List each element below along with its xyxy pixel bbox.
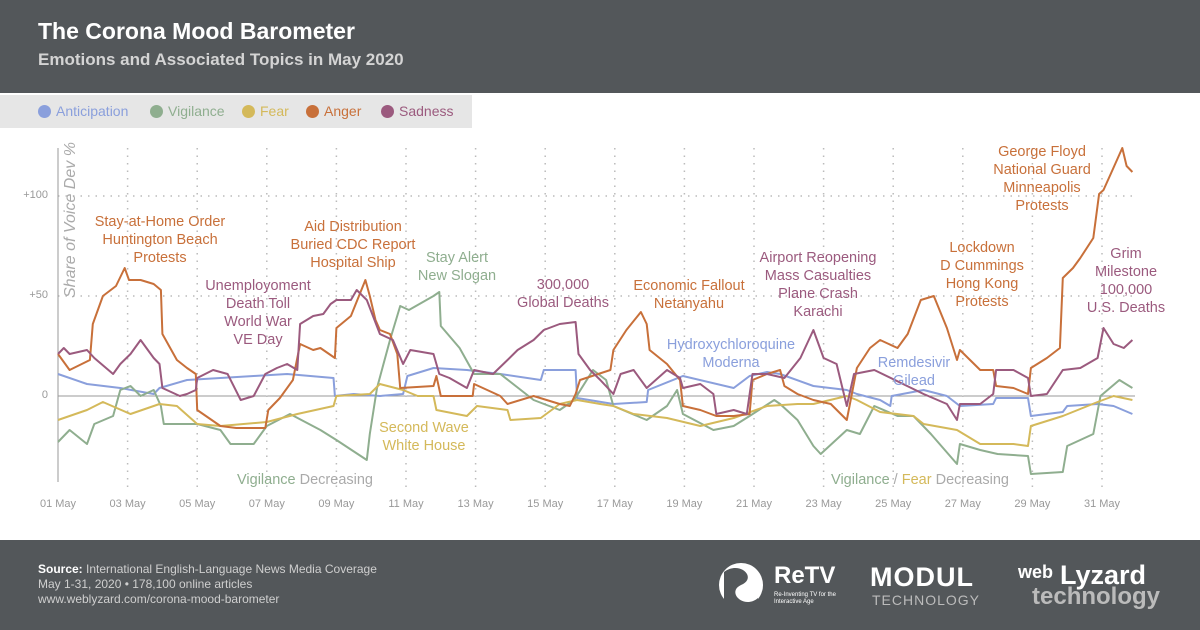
legend-label: Vigilance xyxy=(168,103,225,119)
annotation-floyd: George Floyd National Guard Minneapolis Pro… xyxy=(993,144,1091,214)
modul-logo-text: MODUL xyxy=(870,562,974,592)
annotation-vigilance-decreasing: Vigilance Decreasing xyxy=(237,472,373,488)
x-tick-label: 21 May xyxy=(735,498,773,510)
y-tick-label: +50 xyxy=(29,289,48,301)
annotation-airport: Airport Reopening Mass Casualties Plane Cr… xyxy=(759,250,877,320)
x-tick-label: 29 May xyxy=(1014,498,1051,510)
annotation-second-wave: Second Wave White House xyxy=(379,420,469,454)
annotation-hydroxy: Hydroxychloroquine Moderna xyxy=(666,337,796,371)
annotation-grim: Grim Milestone 100,000 U.S. Deaths xyxy=(1086,246,1166,316)
annotation-lockdown: Lockdown D Cummings Hong Kong Protests xyxy=(940,240,1024,310)
retv-swirl-icon xyxy=(719,563,763,608)
x-tick-label: 19 May xyxy=(666,498,703,510)
x-tick-label: 05 May xyxy=(179,498,216,510)
annotation-economic: Economic Fallout Netanyahu xyxy=(633,278,745,312)
x-tick-label: 31 May xyxy=(1083,498,1121,510)
anticipation-dot-icon xyxy=(38,104,51,118)
legend-item-anger: Anger xyxy=(306,103,361,119)
url-link[interactable]: www.weblyzard.com/corona-mood-barometer xyxy=(38,592,280,606)
legend-label: Sadness xyxy=(399,103,454,119)
legend-label: Fear xyxy=(260,103,289,119)
x-tick-label: 25 May xyxy=(875,498,912,510)
weblyzard-logo-text: Lyzard xyxy=(1060,560,1147,590)
weblyzard-logo-web: web xyxy=(1018,562,1054,582)
x-tick-label: 13 May xyxy=(457,498,494,510)
annotation-aid: Aid Distribution Buried CDC Report Hospita… xyxy=(290,219,416,271)
retv-logo-text: ReTV xyxy=(774,562,836,589)
fear-dot-icon xyxy=(242,104,255,118)
legend-label: Anger xyxy=(324,103,362,119)
legend-label: Anticipation xyxy=(56,103,129,119)
retv-tagline: Re-Inventing TV for the Interactive Age xyxy=(774,592,836,605)
legend-item-vigilance: Vigilance xyxy=(150,103,225,119)
legend-item-sadness: Sadness xyxy=(381,103,453,119)
page-title: The Corona Mood Barometer xyxy=(38,18,355,44)
series-line-sadness xyxy=(57,289,1134,421)
date-range-line: May 1-31, 2020 • 178,100 online articles xyxy=(38,577,253,591)
x-tick-label: 03 May xyxy=(109,498,146,510)
series-line-anger xyxy=(57,147,1134,429)
y-tick-label: 0 xyxy=(41,389,48,401)
header: The Corona Mood Barometer Emotions and A… xyxy=(0,0,1200,93)
annotation-remdesivir: Remdesivir Gilead xyxy=(877,355,951,389)
x-tick-label: 09 May xyxy=(318,498,355,510)
annotation-stay-alert: Stay Alert New Slogan xyxy=(417,250,497,284)
y-axis-title: Share of Voice Dev % xyxy=(62,142,79,298)
series-line-anticipation xyxy=(57,367,1133,417)
source-line: Source: International English-Language N… xyxy=(38,562,377,576)
x-tick-label: 17 May xyxy=(596,498,633,510)
anger-dot-icon xyxy=(306,104,319,118)
footer: Source: International English-Language N… xyxy=(0,540,1200,630)
legend: Anticipation Vigilance Fear Anger Sadnes… xyxy=(0,95,472,128)
page-subtitle: Emotions and Associated Topics in May 20… xyxy=(38,50,404,69)
legend-item-fear: Fear xyxy=(242,103,289,119)
x-tick-label: 23 May xyxy=(805,498,842,510)
x-tick-label: 07 May xyxy=(248,498,285,510)
annotation-global-deaths: 300,000 Global Deaths xyxy=(517,277,609,311)
annotation-stay-home: Stay-at-Home Order Huntington Beach Protes… xyxy=(94,214,226,266)
x-tick-label: 01 May xyxy=(39,498,77,510)
y-tick-label: +100 xyxy=(23,189,48,201)
x-tick-label: 15 May xyxy=(527,498,564,510)
x-tick-label: 27 May xyxy=(944,498,981,510)
weblyzard-logo-sub: technology xyxy=(1032,583,1161,610)
retv-logo xyxy=(718,560,764,610)
legend-item-anticipation: Anticipation xyxy=(38,103,128,119)
vigilance-dot-icon xyxy=(150,104,163,118)
x-tick-label: 11 May xyxy=(388,498,424,510)
series-line-fear xyxy=(57,383,1133,447)
modul-logo-sub: TECHNOLOGY xyxy=(872,592,981,608)
annotation-vigilance-fear-decreasing: Vigilance / Fear Decreasing xyxy=(831,472,1009,488)
annotation-unemployment: Unemployoment Death Toll World War VE Day xyxy=(205,278,311,348)
sadness-dot-icon xyxy=(381,104,394,118)
